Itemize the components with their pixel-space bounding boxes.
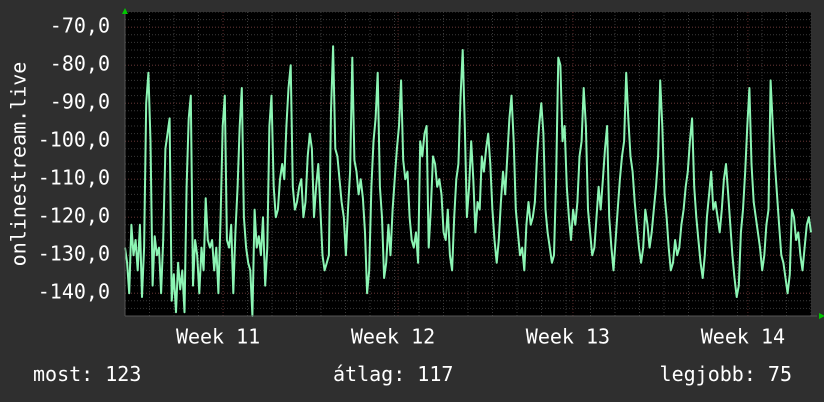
x-tick-labels: Week 11 Week 12 Week 13 Week 14 xyxy=(176,325,785,349)
y-tick-label: -100,0 xyxy=(38,128,110,152)
y-tick-label: -110,0 xyxy=(38,166,110,190)
x-tick-label: Week 12 xyxy=(351,325,435,349)
x-tick-label: Week 14 xyxy=(701,325,785,349)
y-tick-label: -80,0 xyxy=(50,52,110,76)
y-tick-labels: -70,0 -80,0 -90,0 -100,0 -110,0 -120,0 -130,0 -… xyxy=(38,14,110,304)
y-axis-arrow xyxy=(122,8,128,14)
stat-average: átlag: 117 xyxy=(333,362,454,386)
y-axis-label: onlinestream.live xyxy=(7,62,31,267)
series-line xyxy=(124,45,812,317)
y-tick-label: -130,0 xyxy=(38,242,110,266)
y-tick-label: -140,0 xyxy=(38,280,110,304)
axes xyxy=(122,8,824,319)
stat-best: legjobb: 75 xyxy=(659,362,792,386)
stat-current: most: 123 xyxy=(33,362,142,386)
y-tick-label: -120,0 xyxy=(38,204,110,228)
y-tick-label: -90,0 xyxy=(50,90,110,114)
x-tick-label: Week 13 xyxy=(526,325,610,349)
x-axis-arrow xyxy=(819,313,824,319)
x-tick-label: Week 11 xyxy=(176,325,260,349)
series-group xyxy=(124,45,812,317)
y-tick-label: -70,0 xyxy=(50,14,110,38)
